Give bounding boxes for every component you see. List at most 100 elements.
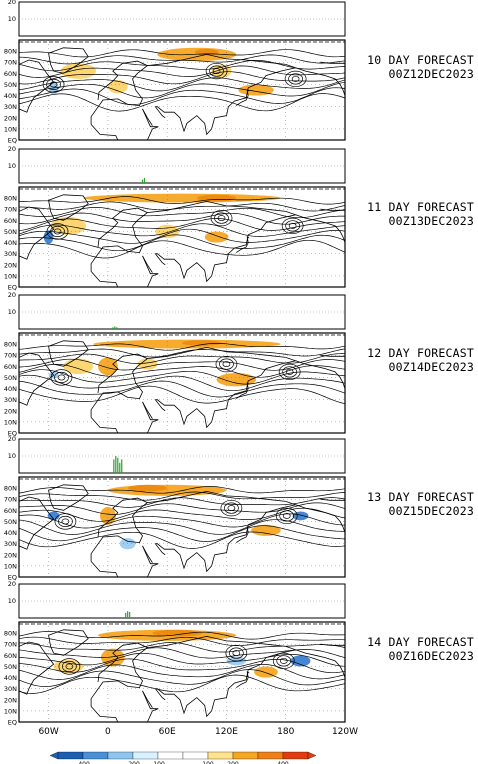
lat-label: 50N <box>4 81 17 89</box>
map-frame <box>18 39 346 141</box>
forecast-label: 13 DAY FORECAST 00Z15DEC2023 <box>346 490 474 518</box>
coastline <box>320 643 345 646</box>
height-contour <box>19 636 345 647</box>
lon-label: 0 <box>105 727 111 737</box>
coastline <box>320 498 345 501</box>
colorbar-label: 200 <box>227 761 239 764</box>
coastline <box>147 490 298 573</box>
bar-ytick-label: 20 <box>8 291 16 299</box>
positive-anomaly <box>53 659 84 674</box>
lat-label: 30N <box>4 103 17 111</box>
coastline <box>48 340 89 367</box>
forecast-label: 10 DAY FORECAST 00Z12DEC2023 <box>346 53 474 81</box>
negative-anomaly <box>292 511 309 521</box>
closed-contour <box>278 363 301 381</box>
closed-contour <box>284 70 307 88</box>
coastline <box>90 497 149 577</box>
panel-4: 10 20 80N 70N 60N 50N 40N 30N 20N 10N EQ <box>4 435 346 582</box>
lat-label: EQ <box>8 284 17 292</box>
coastline <box>19 352 55 406</box>
coastline <box>147 635 298 718</box>
precip-bar <box>141 179 144 183</box>
closed-contour <box>291 75 300 82</box>
height-contour <box>19 374 345 392</box>
closed-contour <box>285 368 294 375</box>
forecast-label: 14 DAY FORECAST 00Z16DEC2023 <box>346 635 474 663</box>
closed-contour <box>210 209 233 227</box>
coastline <box>320 208 345 211</box>
colorbar-segment <box>132 751 159 760</box>
coastline <box>48 194 89 221</box>
colorbar-segment <box>207 751 234 760</box>
closed-contour <box>285 220 300 232</box>
closed-contour <box>205 62 228 80</box>
closed-contour <box>227 505 236 512</box>
height-contour <box>19 348 345 358</box>
map-area <box>19 477 345 577</box>
height-contour <box>19 669 345 687</box>
lat-label: 20N <box>4 114 17 122</box>
coastline <box>320 61 345 64</box>
height-contour <box>19 663 345 680</box>
coastline <box>236 89 250 106</box>
positive-anomaly <box>107 80 128 94</box>
lat-label: 80N <box>4 485 17 493</box>
lon-label: 120E <box>215 727 238 737</box>
map-area <box>19 187 345 287</box>
lat-label: 10N <box>4 125 17 133</box>
height-contour <box>19 223 345 237</box>
height-contour <box>19 497 345 508</box>
coastline <box>142 108 153 126</box>
height-contour <box>19 71 345 85</box>
lat-label: EQ <box>8 430 17 438</box>
bar-ytick-label: 20 <box>8 145 16 153</box>
closed-contour <box>215 355 238 373</box>
lat-label: 70N <box>4 59 17 67</box>
precip-bar <box>129 612 131 618</box>
height-contour <box>19 234 345 252</box>
colorbar-segment <box>182 751 209 760</box>
height-contour <box>19 81 345 99</box>
lat-label: 50N <box>4 374 17 382</box>
precip-bar <box>125 612 127 618</box>
lat-label: 40N <box>4 92 17 100</box>
closed-contour <box>276 655 292 667</box>
coastline <box>320 354 345 357</box>
height-contour <box>19 201 345 212</box>
lat-label: 40N <box>4 385 17 393</box>
coastline <box>147 200 298 283</box>
closed-contour <box>232 650 241 657</box>
closed-contour <box>214 212 229 224</box>
coastline <box>142 255 159 287</box>
lat-label: 60N <box>4 217 17 225</box>
lat-label: 30N <box>4 685 17 693</box>
panel-3: 10 20 80N 70N 60N 50N 40N 30N 20N 10N EQ <box>4 291 346 438</box>
coastline <box>236 671 250 688</box>
panel-1: 10 20 80N 70N 60N 50N 40N 30N 20N 10N EQ <box>4 0 346 145</box>
lat-label: 80N <box>4 630 17 638</box>
precip-bar <box>143 177 146 183</box>
forecast-title: 14 DAY FORECAST <box>367 635 474 649</box>
precip-bar <box>114 326 116 329</box>
colorbar-left-arrow <box>49 751 59 760</box>
coastline <box>48 484 89 511</box>
forecast-valid-time: 00Z16DEC2023 <box>388 649 474 663</box>
height-contour <box>19 77 345 92</box>
map-frame <box>18 621 346 723</box>
coastline <box>90 207 149 287</box>
precip-bar <box>113 459 115 473</box>
precip-bar <box>127 611 129 618</box>
lat-label: 30N <box>4 250 17 258</box>
colorbar-label: 400 <box>277 761 289 764</box>
height-contour <box>19 93 345 112</box>
height-contour <box>19 631 345 640</box>
map-area <box>19 622 345 722</box>
closed-contour <box>281 217 304 235</box>
colorbar-segment <box>57 751 84 760</box>
coastline <box>19 641 55 695</box>
precip-bar <box>119 462 121 473</box>
negative-anomaly <box>47 511 60 521</box>
coastline <box>90 353 149 433</box>
precip-bar <box>117 457 119 473</box>
